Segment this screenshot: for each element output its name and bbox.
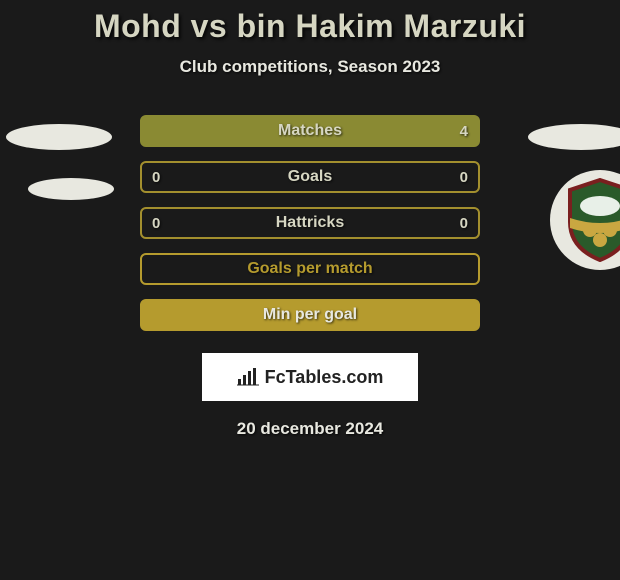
stat-row-goals-per-match: Goals per match: [140, 253, 480, 285]
player-right-placeholder-icon: [528, 124, 620, 150]
stat-right-value: 0: [460, 215, 468, 232]
stat-label: Min per goal: [263, 306, 357, 324]
stat-right-value: 4: [460, 123, 468, 140]
stat-label: Goals: [288, 168, 332, 186]
stat-left-value: 0: [152, 215, 160, 232]
stat-left-value: 0: [152, 169, 160, 186]
stat-label: Matches: [278, 122, 342, 140]
club-right-badge: [550, 170, 620, 270]
footer-date: 20 december 2024: [0, 419, 620, 439]
brand-text: FcTables.com: [265, 367, 384, 388]
stats-table: Matches 4 0 Goals 0 0 Hattricks 0 Goals …: [140, 115, 480, 331]
stat-label: Goals per match: [247, 260, 372, 278]
stat-row-matches: Matches 4: [140, 115, 480, 147]
club-left-placeholder-icon: [28, 178, 114, 200]
page-subtitle: Club competitions, Season 2023: [0, 57, 620, 77]
bar-chart-icon: [237, 368, 259, 386]
stat-right-value: 0: [460, 169, 468, 186]
page-title: Mohd vs bin Hakim Marzuki: [0, 0, 620, 45]
stat-row-goals: 0 Goals 0: [140, 161, 480, 193]
stat-row-hattricks: 0 Hattricks 0: [140, 207, 480, 239]
stat-row-min-per-goal: Min per goal: [140, 299, 480, 331]
brand-badge: FcTables.com: [202, 353, 418, 401]
player-left-placeholder-icon: [6, 124, 112, 150]
shield-icon: [564, 178, 620, 262]
stat-label: Hattricks: [276, 214, 344, 232]
